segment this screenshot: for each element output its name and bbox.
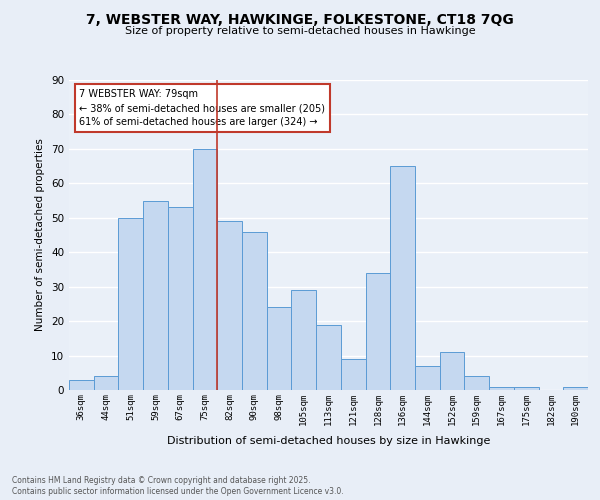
Bar — [267, 308, 292, 390]
Bar — [341, 359, 365, 390]
Text: Size of property relative to semi-detached houses in Hawkinge: Size of property relative to semi-detach… — [125, 26, 475, 36]
Text: 7 WEBSTER WAY: 79sqm
← 38% of semi-detached houses are smaller (205)
61% of semi: 7 WEBSTER WAY: 79sqm ← 38% of semi-detac… — [79, 90, 325, 128]
Bar — [143, 200, 168, 390]
Bar — [440, 352, 464, 390]
Bar — [316, 324, 341, 390]
Bar — [292, 290, 316, 390]
Text: Contains public sector information licensed under the Open Government Licence v3: Contains public sector information licen… — [12, 488, 344, 496]
X-axis label: Distribution of semi-detached houses by size in Hawkinge: Distribution of semi-detached houses by … — [167, 436, 490, 446]
Bar — [415, 366, 440, 390]
Bar — [489, 386, 514, 390]
Bar — [464, 376, 489, 390]
Y-axis label: Number of semi-detached properties: Number of semi-detached properties — [35, 138, 46, 332]
Text: Contains HM Land Registry data © Crown copyright and database right 2025.: Contains HM Land Registry data © Crown c… — [12, 476, 311, 485]
Bar — [94, 376, 118, 390]
Bar — [563, 386, 588, 390]
Bar — [514, 386, 539, 390]
Bar — [217, 221, 242, 390]
Bar — [390, 166, 415, 390]
Bar — [69, 380, 94, 390]
Bar — [242, 232, 267, 390]
Bar — [193, 149, 217, 390]
Bar — [365, 273, 390, 390]
Text: 7, WEBSTER WAY, HAWKINGE, FOLKESTONE, CT18 7QG: 7, WEBSTER WAY, HAWKINGE, FOLKESTONE, CT… — [86, 12, 514, 26]
Bar — [168, 208, 193, 390]
Bar — [118, 218, 143, 390]
